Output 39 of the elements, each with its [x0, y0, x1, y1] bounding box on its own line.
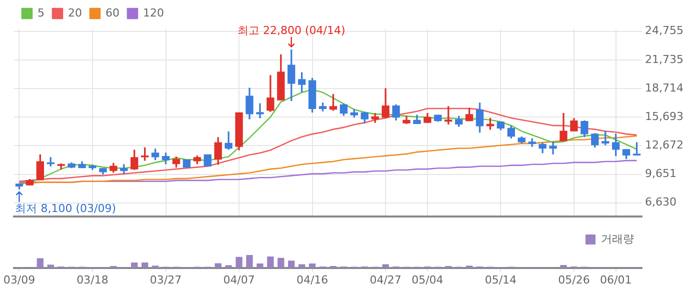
bar [267, 256, 274, 268]
legend-label: 20 [68, 6, 82, 20]
x-tick-label: 04/16 [296, 273, 328, 286]
x-tick-label: 06/01 [600, 273, 632, 286]
y-tick-label: 15,693 [645, 110, 684, 123]
x-tick-label: 03/09 [3, 273, 36, 286]
x-tick-label: 04/07 [223, 273, 255, 286]
bar [214, 263, 222, 268]
bar [288, 260, 295, 268]
annotation: 최고 22,800 (04/14) [237, 24, 346, 37]
x-tick-label: 05/04 [412, 273, 444, 286]
legend-label: 거래량 [601, 232, 634, 246]
bar [256, 264, 264, 268]
bar [308, 264, 316, 268]
bar [142, 262, 148, 268]
candlestick [549, 142, 557, 154]
x-tick-label: 03/27 [150, 273, 182, 286]
bar [131, 262, 138, 268]
y-tick-label: 12,672 [645, 138, 684, 152]
bar [47, 264, 54, 268]
x-tick-label: 03/18 [76, 273, 108, 286]
y-tick-label: 9,651 [645, 167, 676, 180]
bar [236, 256, 242, 268]
annotation: 최저 8,100 (03/09) [15, 202, 116, 215]
x-tick-label: 04/27 [370, 273, 402, 286]
x-tick-label: 05/14 [484, 273, 517, 286]
legend-label: 5 [38, 6, 44, 20]
bar [278, 258, 284, 268]
bar [36, 258, 44, 268]
y-tick-label: 21,735 [645, 52, 684, 66]
bar [560, 265, 567, 268]
y-tick-label: 18,714 [645, 81, 684, 94]
y-tick-label: 6,630 [645, 196, 676, 209]
legend-label: 60 [105, 6, 120, 20]
x-tick-label: 05/26 [558, 273, 590, 286]
candlestick [256, 103, 264, 118]
y-tick-label: 24,755 [645, 24, 684, 38]
bar [246, 255, 253, 268]
legend-label: 120 [142, 6, 164, 20]
